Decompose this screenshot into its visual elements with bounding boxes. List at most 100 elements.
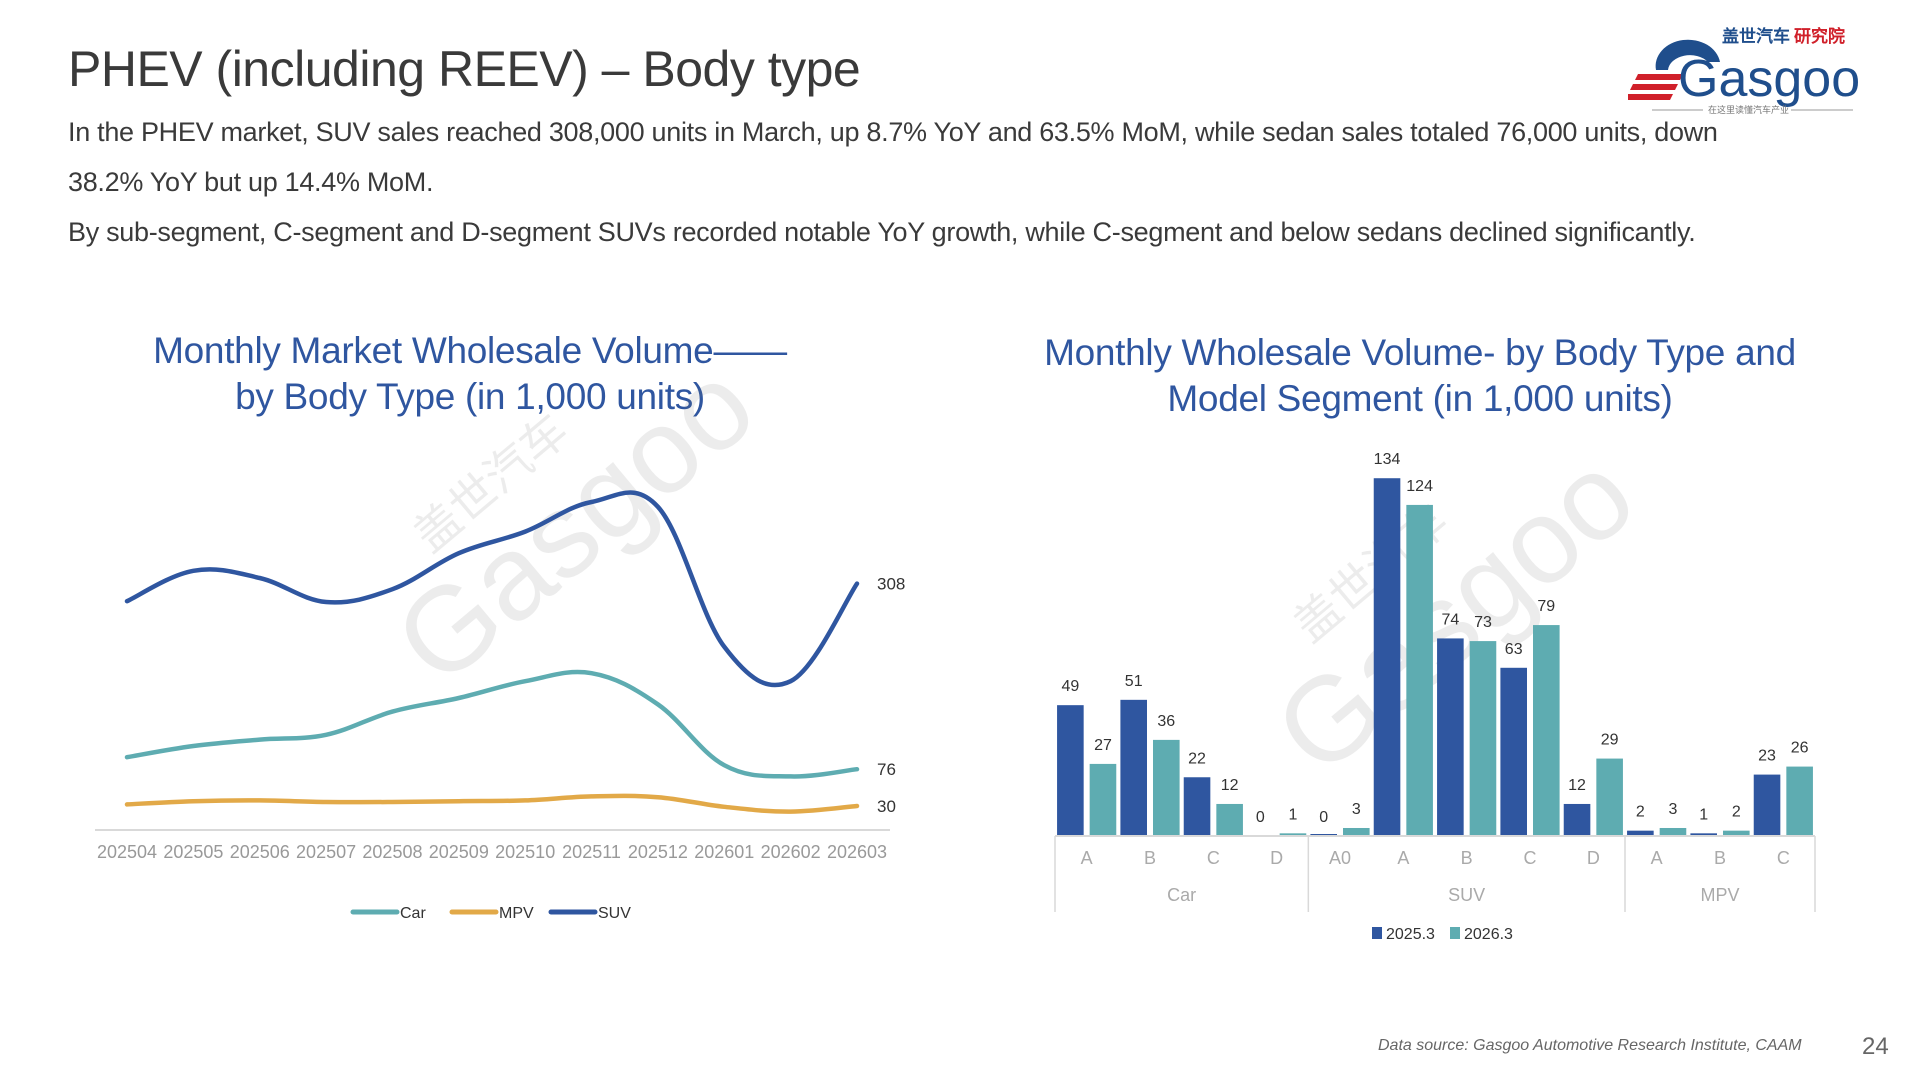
bar-value-label: 29 — [1601, 732, 1619, 749]
category-label: C — [1777, 848, 1790, 868]
category-label: D — [1587, 848, 1600, 868]
bar-value-label: 79 — [1537, 598, 1555, 615]
category-label: B — [1714, 848, 1726, 868]
line-chart-title-line2: by Body Type (in 1,000 units) — [235, 376, 705, 417]
bar-value-label: 51 — [1125, 673, 1143, 690]
line-chart-title: Monthly Market Wholesale Volume—— by Bod… — [90, 328, 850, 420]
bar-value-label: 134 — [1374, 451, 1401, 468]
bar-2026-3 — [1153, 739, 1180, 836]
bar-chart-title-line2: Model Segment (in 1,000 units) — [1167, 378, 1673, 419]
category-label: A0 — [1329, 848, 1351, 868]
x-tick-label: 202601 — [694, 842, 754, 862]
x-tick-label: 202509 — [429, 842, 489, 862]
bar-value-label: 73 — [1474, 614, 1492, 631]
bar-2026-3 — [1596, 758, 1623, 836]
logo-cn-name: 盖世汽车 — [1722, 26, 1790, 46]
bar-2025-3 — [1120, 699, 1147, 836]
series-line-car — [124, 669, 860, 779]
end-label-mpv: 30 — [877, 797, 896, 816]
bar-2026-3 — [1786, 766, 1813, 836]
x-tick-label: 202506 — [230, 842, 290, 862]
logo-arc-icon — [1655, 39, 1720, 70]
data-source: Data source: Gasgoo Automotive Research … — [1378, 1037, 1802, 1054]
category-label: A — [1081, 848, 1093, 868]
group-label-car: Car — [1167, 885, 1196, 905]
bar-2025-3 — [1437, 638, 1464, 836]
x-tick-label: 202512 — [628, 842, 688, 862]
legend-label-2026-3: 2026.3 — [1464, 926, 1513, 943]
legend-label-mpv: MPV — [499, 905, 534, 922]
bar-value-label: 2 — [1732, 804, 1741, 821]
x-tick-label: 202510 — [495, 842, 555, 862]
bar-2025-3 — [1627, 830, 1654, 836]
bar-value-label: 2 — [1636, 804, 1645, 821]
bar-value-label: 22 — [1188, 750, 1206, 767]
category-label: A — [1651, 848, 1663, 868]
x-tick-label: 202603 — [827, 842, 887, 862]
logo-cn-institute: 研究院 — [1794, 26, 1845, 46]
group-label-mpv: MPV — [1700, 885, 1739, 905]
gasgoo-logo: 盖世汽车 研究院 Gasgoo 在这里读懂汽车产业 — [1628, 26, 1860, 115]
logo-brand: Gasgoo — [1678, 50, 1860, 108]
legend-swatch-2026-3 — [1450, 927, 1460, 939]
bar-value-label: 23 — [1758, 748, 1776, 765]
x-tick-label: 202504 — [97, 842, 157, 862]
x-tick-label: 202511 — [562, 842, 621, 862]
bar-2026-3 — [1723, 830, 1750, 836]
legend-label-car: Car — [400, 905, 426, 922]
bar-2025-3 — [1690, 833, 1717, 836]
bar-value-label: 27 — [1094, 737, 1112, 754]
legend-label-suv: SUV — [598, 905, 631, 922]
bar-2026-3 — [1659, 827, 1687, 836]
category-label: D — [1270, 848, 1283, 868]
bar-value-label: 12 — [1221, 777, 1239, 794]
bar-value-label: 3 — [1669, 801, 1678, 818]
bar-value-label: 1 — [1699, 806, 1708, 823]
line-chart: Gasgoo 盖世汽车 202504 202505 202506 202507 2025… — [95, 337, 905, 922]
bar-2026-3 — [1279, 833, 1307, 836]
end-label-car: 76 — [877, 760, 896, 779]
bar-2026-3 — [1406, 504, 1433, 836]
bar-2025-3 — [1753, 774, 1781, 836]
x-tick-label: 202508 — [362, 842, 422, 862]
bar-value-label: 1 — [1289, 806, 1298, 823]
logo-slogan: 在这里读懂汽车产业 — [1708, 104, 1789, 115]
category-label: C — [1207, 848, 1220, 868]
bar-value-label: 36 — [1157, 713, 1175, 730]
category-label: B — [1144, 848, 1156, 868]
logo-stripes-icon — [1628, 74, 1683, 100]
category-label: C — [1524, 848, 1537, 868]
bar-2025-3 — [1373, 478, 1401, 836]
bar-value-label: 12 — [1568, 777, 1586, 794]
bar-2026-3 — [1089, 763, 1117, 836]
bar-value-label: 0 — [1319, 809, 1328, 826]
bar-chart-title-line1: Monthly Wholesale Volume- by Body Type a… — [1044, 332, 1796, 373]
group-label-suv: SUV — [1448, 885, 1485, 905]
category-label: A — [1397, 848, 1409, 868]
category-label: B — [1461, 848, 1473, 868]
page-title: PHEV (including REEV) – Body type — [68, 41, 861, 97]
bar-value-label: 0 — [1256, 809, 1265, 826]
bar-value-label: 3 — [1352, 801, 1361, 818]
page-number: 24 — [1862, 1033, 1889, 1060]
legend-swatch-2025-3 — [1372, 927, 1382, 939]
x-tick-label: 202505 — [163, 842, 223, 862]
bar-2026-3 — [1216, 803, 1243, 836]
bar-chart-title: Monthly Wholesale Volume- by Body Type a… — [1000, 330, 1840, 422]
summary-paragraph-1: In the PHEV market, SUV sales reached 30… — [68, 107, 1848, 207]
bar-2026-3 — [1469, 641, 1497, 836]
legend-label-2025-3: 2025.3 — [1386, 926, 1435, 943]
bar-value-label: 26 — [1791, 740, 1809, 757]
bar-2025-3 — [1500, 667, 1527, 836]
end-label-suv: 308 — [877, 575, 905, 594]
x-tick-label: 202602 — [761, 842, 821, 862]
bar-2026-3 — [1533, 625, 1560, 836]
bar-value-label: 74 — [1441, 611, 1459, 628]
summary-line-1: In the PHEV market, SUV sales reached 30… — [68, 117, 1718, 147]
bar-2025-3 — [1057, 705, 1084, 836]
bar-value-label: 49 — [1061, 678, 1079, 695]
line-chart-title-line1: Monthly Market Wholesale Volume—— — [153, 330, 787, 371]
bar-value-label: 63 — [1505, 641, 1523, 658]
bar-value-label: 124 — [1406, 478, 1433, 495]
series-line-mpv — [124, 793, 860, 814]
